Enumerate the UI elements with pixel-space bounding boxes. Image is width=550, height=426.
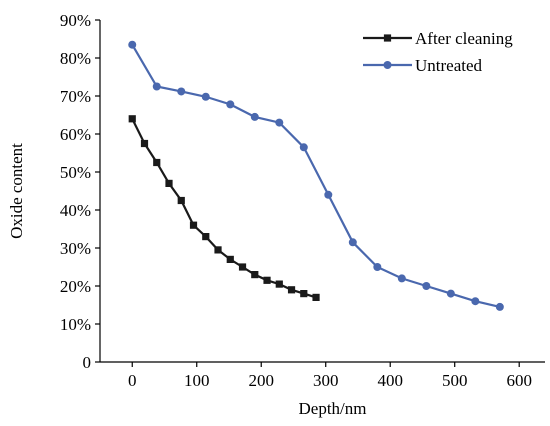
data-point xyxy=(128,40,137,49)
data-point xyxy=(495,302,504,311)
data-point xyxy=(250,112,259,121)
data-point xyxy=(189,221,198,229)
data-point xyxy=(226,255,234,263)
y-tick-label: 90% xyxy=(60,11,91,30)
data-point xyxy=(153,158,161,167)
x-tick-label: 100 xyxy=(184,371,210,390)
legend-item-after-cleaning: After cleaning xyxy=(363,29,513,48)
data-point xyxy=(165,179,173,187)
axes: 0 100 200 300 400 500 600 0 10% 20% 30% 40% 50% 60% 7… xyxy=(60,11,545,390)
legend-marker-circle xyxy=(383,61,392,69)
legend-marker-square xyxy=(383,34,392,42)
data-point xyxy=(397,274,406,283)
x-axis-title: Depth/nm xyxy=(299,399,367,418)
series-line-after-cleaning xyxy=(131,118,317,299)
y-tick-label: 70% xyxy=(60,87,91,106)
series-line-untreated xyxy=(131,44,501,308)
data-point xyxy=(348,238,357,247)
data-point xyxy=(287,286,296,294)
data-point xyxy=(373,263,382,271)
data-point xyxy=(312,293,320,301)
series-after-cleaning xyxy=(128,115,320,301)
y-tick-label: 50% xyxy=(60,163,91,182)
x-tick-label: 600 xyxy=(506,371,532,390)
legend: After cleaning Untreated xyxy=(363,29,513,75)
data-point xyxy=(238,263,247,271)
data-point xyxy=(201,92,210,101)
data-point xyxy=(275,118,284,127)
x-tick-label: 500 xyxy=(442,371,468,390)
y-tick-label: 40% xyxy=(60,201,91,220)
y-tick-label: 30% xyxy=(60,239,91,258)
series-untreated xyxy=(128,40,504,311)
data-point xyxy=(251,271,259,279)
data-point xyxy=(299,143,308,152)
legend-label-untreated: Untreated xyxy=(415,56,483,75)
data-point xyxy=(226,100,235,109)
x-tick-label: 300 xyxy=(313,371,339,390)
data-point xyxy=(471,297,480,306)
data-point xyxy=(446,289,455,298)
data-point xyxy=(324,190,333,199)
x-tick-label: 200 xyxy=(248,371,274,390)
y-tick-label: 0 xyxy=(83,353,92,372)
data-point xyxy=(152,82,161,91)
y-axis-ticks: 0 10% 20% 30% 40% 50% 60% 70% 80% 90% xyxy=(60,11,100,372)
data-point xyxy=(128,115,136,123)
data-point xyxy=(300,290,308,298)
x-axis-ticks: 0 100 200 300 400 500 600 xyxy=(128,362,532,390)
data-point xyxy=(263,276,271,284)
data-point xyxy=(214,246,222,254)
x-tick-label: 400 xyxy=(377,371,403,390)
y-tick-label: 60% xyxy=(60,125,91,144)
y-axis-title: Oxide content xyxy=(7,143,26,239)
data-point xyxy=(140,139,149,148)
legend-label-after-cleaning: After cleaning xyxy=(415,29,513,48)
data-point xyxy=(177,87,186,96)
data-point xyxy=(275,280,283,288)
legend-item-untreated: Untreated xyxy=(363,56,483,75)
data-point xyxy=(202,233,210,241)
y-tick-label: 80% xyxy=(60,49,91,68)
data-point xyxy=(422,282,431,290)
data-point xyxy=(177,196,185,205)
plot-area xyxy=(128,40,504,311)
x-tick-label: 0 xyxy=(128,371,137,390)
y-tick-label: 10% xyxy=(60,315,91,334)
y-tick-label: 20% xyxy=(60,277,91,296)
